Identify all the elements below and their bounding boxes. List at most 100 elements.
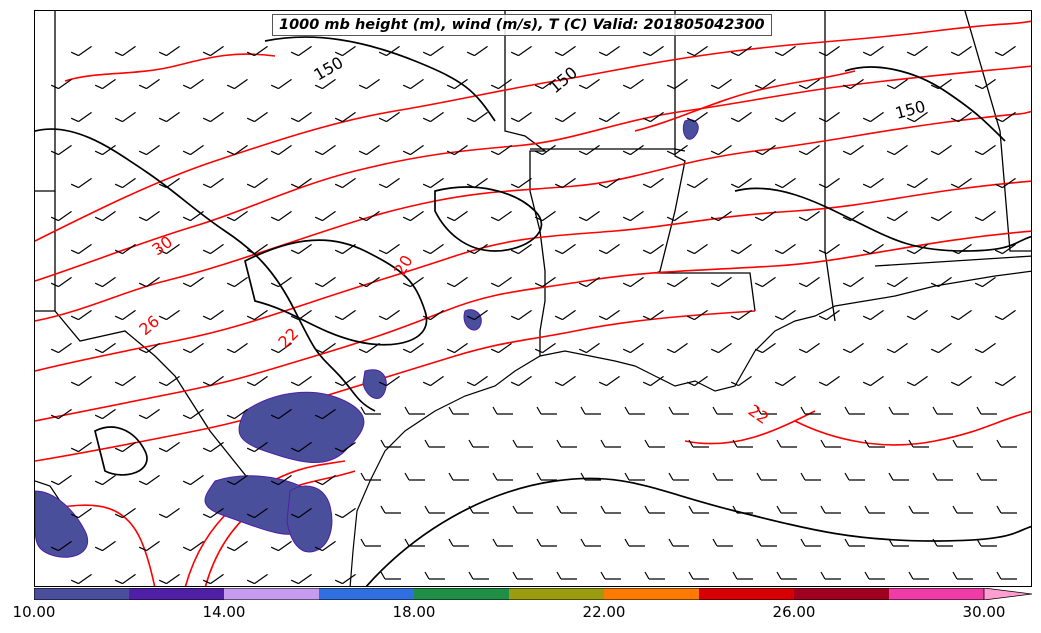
wind-barb <box>536 472 557 481</box>
wind-barb <box>290 177 312 189</box>
wind-barb <box>842 210 864 222</box>
wind-barb <box>622 78 644 90</box>
wind-barb <box>754 210 776 222</box>
wind-barb <box>158 441 180 453</box>
wind-barb <box>182 144 204 156</box>
wind-barb <box>600 439 621 448</box>
wind-barb <box>642 177 664 189</box>
wind-barb <box>246 243 268 255</box>
wind-barb <box>974 78 996 90</box>
colorbar-tick-label: 30.00 <box>962 603 1006 621</box>
wind-barb <box>446 276 468 288</box>
wind-barb <box>578 210 600 222</box>
wind-barb <box>712 538 733 547</box>
wind-barb <box>270 408 292 420</box>
wind-barb <box>906 111 928 123</box>
wind-barb <box>270 78 292 90</box>
wind-barb <box>774 243 796 255</box>
wind-barb <box>668 406 689 415</box>
wind-barb <box>94 210 116 222</box>
wind-barb <box>378 309 400 321</box>
wind-barb <box>334 111 356 123</box>
wind-barb <box>378 375 400 387</box>
wind-barb <box>182 408 204 420</box>
wind-barb <box>974 276 996 288</box>
wind-barb <box>974 342 996 354</box>
wind-barb <box>886 342 908 354</box>
state-borders <box>35 11 1031 512</box>
wind-barb <box>976 472 997 481</box>
wind-barb <box>138 342 160 354</box>
wind-barb <box>94 276 116 288</box>
wind-barb <box>818 243 840 255</box>
wind-barb <box>622 276 644 288</box>
wind-barb <box>842 342 864 354</box>
wind-barb <box>246 309 268 321</box>
wind-barb <box>466 375 488 387</box>
colorbar-tick-label: 10.00 <box>12 603 56 621</box>
wind-barb <box>270 210 292 222</box>
wind-barb <box>598 45 620 57</box>
wind-barb <box>598 111 620 123</box>
wind-barb <box>974 144 996 156</box>
wind-barb <box>556 505 577 514</box>
wind-barb <box>202 111 224 123</box>
wind-barb <box>754 144 776 156</box>
colorbar-segment <box>129 588 225 600</box>
wind-barb <box>226 144 248 156</box>
wind-barb <box>182 540 204 552</box>
wind-barb <box>290 111 312 123</box>
wind-barb <box>50 474 72 486</box>
wind-barb <box>510 177 532 189</box>
wind-barb <box>950 45 972 57</box>
wind-barb <box>952 439 973 448</box>
wind-barb <box>226 474 248 486</box>
map-title: 1000 mb height (m), wind (m/s), T (C) Va… <box>272 14 772 36</box>
wind-barb <box>668 538 689 547</box>
wind-barb <box>226 276 248 288</box>
wind-barb <box>158 507 180 519</box>
wind-barb <box>534 210 556 222</box>
temp-label-30: 30 <box>148 232 176 259</box>
wind-barb <box>996 571 1017 580</box>
wind-barb <box>358 276 380 288</box>
wind-barb <box>800 472 821 481</box>
wind-barb <box>334 507 356 519</box>
wind-barb <box>510 111 532 123</box>
wind-barb <box>820 571 841 580</box>
wind-barb <box>334 375 356 387</box>
wind-barb <box>798 78 820 90</box>
wind-barb <box>932 472 953 481</box>
wind-barb <box>598 375 620 387</box>
wind-barb <box>490 78 512 90</box>
wind-barb <box>756 472 777 481</box>
wind-barb <box>270 144 292 156</box>
wind-barb <box>996 439 1017 448</box>
wind-barb <box>50 540 72 552</box>
wind-barb <box>976 406 997 415</box>
wind-barb <box>886 78 908 90</box>
wind-barb <box>314 78 336 90</box>
wind-barb <box>842 78 864 90</box>
wind-barb <box>114 507 136 519</box>
temp-label-22-east: 22 <box>745 401 773 428</box>
wind-barb <box>424 571 445 580</box>
wind-barb <box>114 573 136 585</box>
wind-barb <box>554 309 576 321</box>
wind-barb <box>862 177 884 189</box>
wind-barb <box>510 375 532 387</box>
wind-barb <box>776 439 797 448</box>
wind-barb <box>730 177 752 189</box>
wind-barb <box>556 439 577 448</box>
wind-barb <box>290 441 312 453</box>
wind-barb <box>512 571 533 580</box>
wind-barb <box>490 210 512 222</box>
wind-barb <box>202 441 224 453</box>
wind-barb <box>446 342 468 354</box>
wind-barb <box>712 406 733 415</box>
wind-barb <box>446 78 468 90</box>
wind-barb <box>158 375 180 387</box>
wind-barb <box>994 111 1016 123</box>
wind-barb <box>952 505 973 514</box>
wind-barb <box>534 276 556 288</box>
